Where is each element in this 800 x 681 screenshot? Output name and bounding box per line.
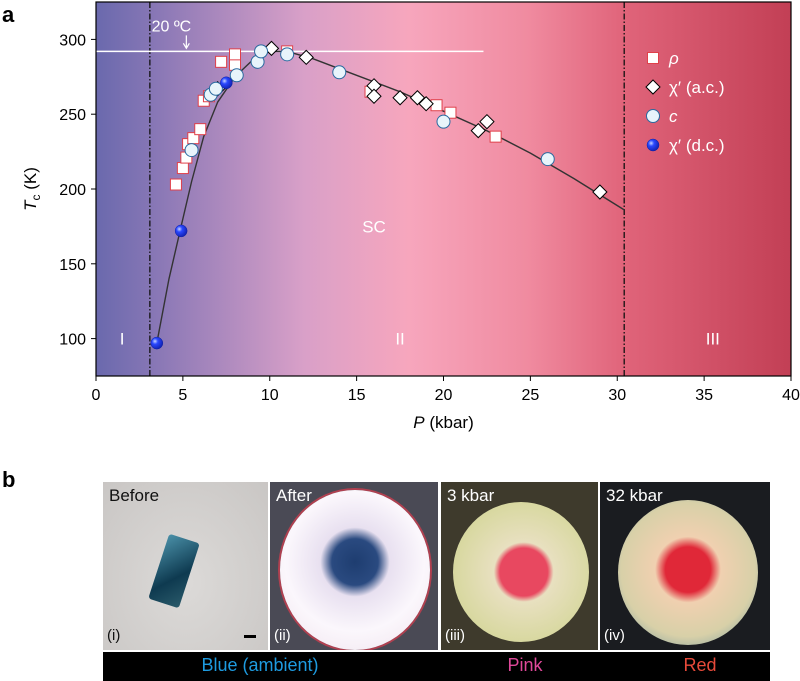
data-point-rho xyxy=(169,178,182,191)
data-point-chi-ac xyxy=(409,90,426,106)
data-point-c xyxy=(436,114,451,129)
photo-index: (ii) xyxy=(274,627,291,644)
data-point-rho xyxy=(430,99,443,112)
y-tick-label: 250 xyxy=(59,107,86,124)
data-point-chi-dc xyxy=(150,336,164,350)
data-point-chi-dc xyxy=(220,76,233,90)
data-point-chi-ac xyxy=(418,96,434,112)
plot-background xyxy=(96,2,791,376)
color-state-bar: Blue (ambient) Pink Red xyxy=(103,652,770,681)
data-point-chi-ac xyxy=(298,49,314,66)
y-tick-label: 300 xyxy=(59,32,86,49)
data-point-rho xyxy=(444,106,457,119)
sample-image xyxy=(618,500,758,645)
legend-label: χ′ (d.c.) xyxy=(669,136,725,155)
room-temperature-label: 20 ºC xyxy=(152,18,192,35)
panel-a-label: a xyxy=(2,2,15,27)
data-point-chi-ac xyxy=(392,90,408,106)
color-label-blue: Blue (ambient) xyxy=(201,655,319,675)
photo-before: Before (i) xyxy=(103,482,268,650)
photo-caption: 3 kbar xyxy=(447,486,495,505)
photo-caption: After xyxy=(276,486,312,505)
photo-caption: Before xyxy=(109,486,160,505)
photo-after: After (ii) xyxy=(270,482,438,650)
legend-label: c xyxy=(669,107,678,126)
photo-index: (i) xyxy=(107,627,121,644)
legend-marker-square xyxy=(647,52,659,64)
data-point-c xyxy=(254,44,269,59)
color-label-pink: Pink xyxy=(507,655,543,675)
x-tick-label: 25 xyxy=(521,387,539,404)
x-axis-label: P (kbar) xyxy=(413,413,473,432)
data-point-chi-dc xyxy=(174,224,188,238)
photo-caption: 32 kbar xyxy=(606,486,663,505)
data-point-rho xyxy=(215,55,228,68)
x-tick-label: 0 xyxy=(92,387,101,404)
legend-item: χ′ (a.c.) xyxy=(645,78,725,97)
data-point-chi-ac xyxy=(470,122,486,139)
photo-index: (iii) xyxy=(445,627,465,644)
region-label: SC xyxy=(362,217,386,236)
data-point-chi-ac xyxy=(479,113,495,130)
data-point-chi-ac xyxy=(592,184,608,200)
legend-item: ρ xyxy=(647,49,679,68)
y-tick-label: 150 xyxy=(59,257,86,274)
x-tick-label: 15 xyxy=(348,387,366,404)
sample-image xyxy=(453,502,589,642)
color-label-red: Red xyxy=(683,655,717,675)
region-label: II xyxy=(395,330,404,349)
data-point-chi-ac xyxy=(263,40,280,57)
y-tick-label: 100 xyxy=(59,332,86,349)
photo-3kbar: 3 kbar (iii) xyxy=(441,482,598,650)
data-point-c xyxy=(184,143,199,158)
legend-marker-ball xyxy=(646,138,660,152)
data-point-chi-ac xyxy=(366,88,382,104)
y-axis-label: Tc (K) xyxy=(21,167,43,211)
region-label: III xyxy=(706,330,720,349)
x-tick-label: 35 xyxy=(695,387,713,404)
data-point-c xyxy=(208,81,223,96)
legend-item: χ′ (d.c.) xyxy=(646,136,725,155)
legend-marker-circle xyxy=(646,109,660,123)
sample-image xyxy=(280,490,430,650)
y-tick-label: 200 xyxy=(59,182,86,199)
legend-item: c xyxy=(646,107,678,126)
photo-index: (iv) xyxy=(604,627,625,644)
scale-bar xyxy=(244,635,256,638)
data-point-rho xyxy=(176,162,189,175)
legend-label: χ′ (a.c.) xyxy=(669,78,725,97)
x-tick-label: 40 xyxy=(782,387,800,404)
arrow-down-icon xyxy=(182,35,190,50)
region-label: I xyxy=(120,330,125,349)
x-tick-label: 10 xyxy=(261,387,279,404)
data-point-rho xyxy=(489,130,502,143)
data-point-rho xyxy=(229,48,241,61)
x-tick-label: 30 xyxy=(608,387,626,404)
data-point-rho xyxy=(194,123,207,136)
data-point-c xyxy=(332,65,347,80)
crystal-image xyxy=(148,533,200,609)
data-point-c xyxy=(280,47,295,62)
x-tick-label: 20 xyxy=(435,387,453,404)
panel-b-label: b xyxy=(2,467,16,492)
photo-32kbar: 32 kbar (iv) xyxy=(600,482,770,650)
legend-label: ρ xyxy=(668,49,679,68)
legend-marker-diamond xyxy=(645,79,661,95)
x-tick-label: 5 xyxy=(178,387,187,404)
data-point-c xyxy=(540,152,555,167)
data-point-c xyxy=(229,68,244,83)
